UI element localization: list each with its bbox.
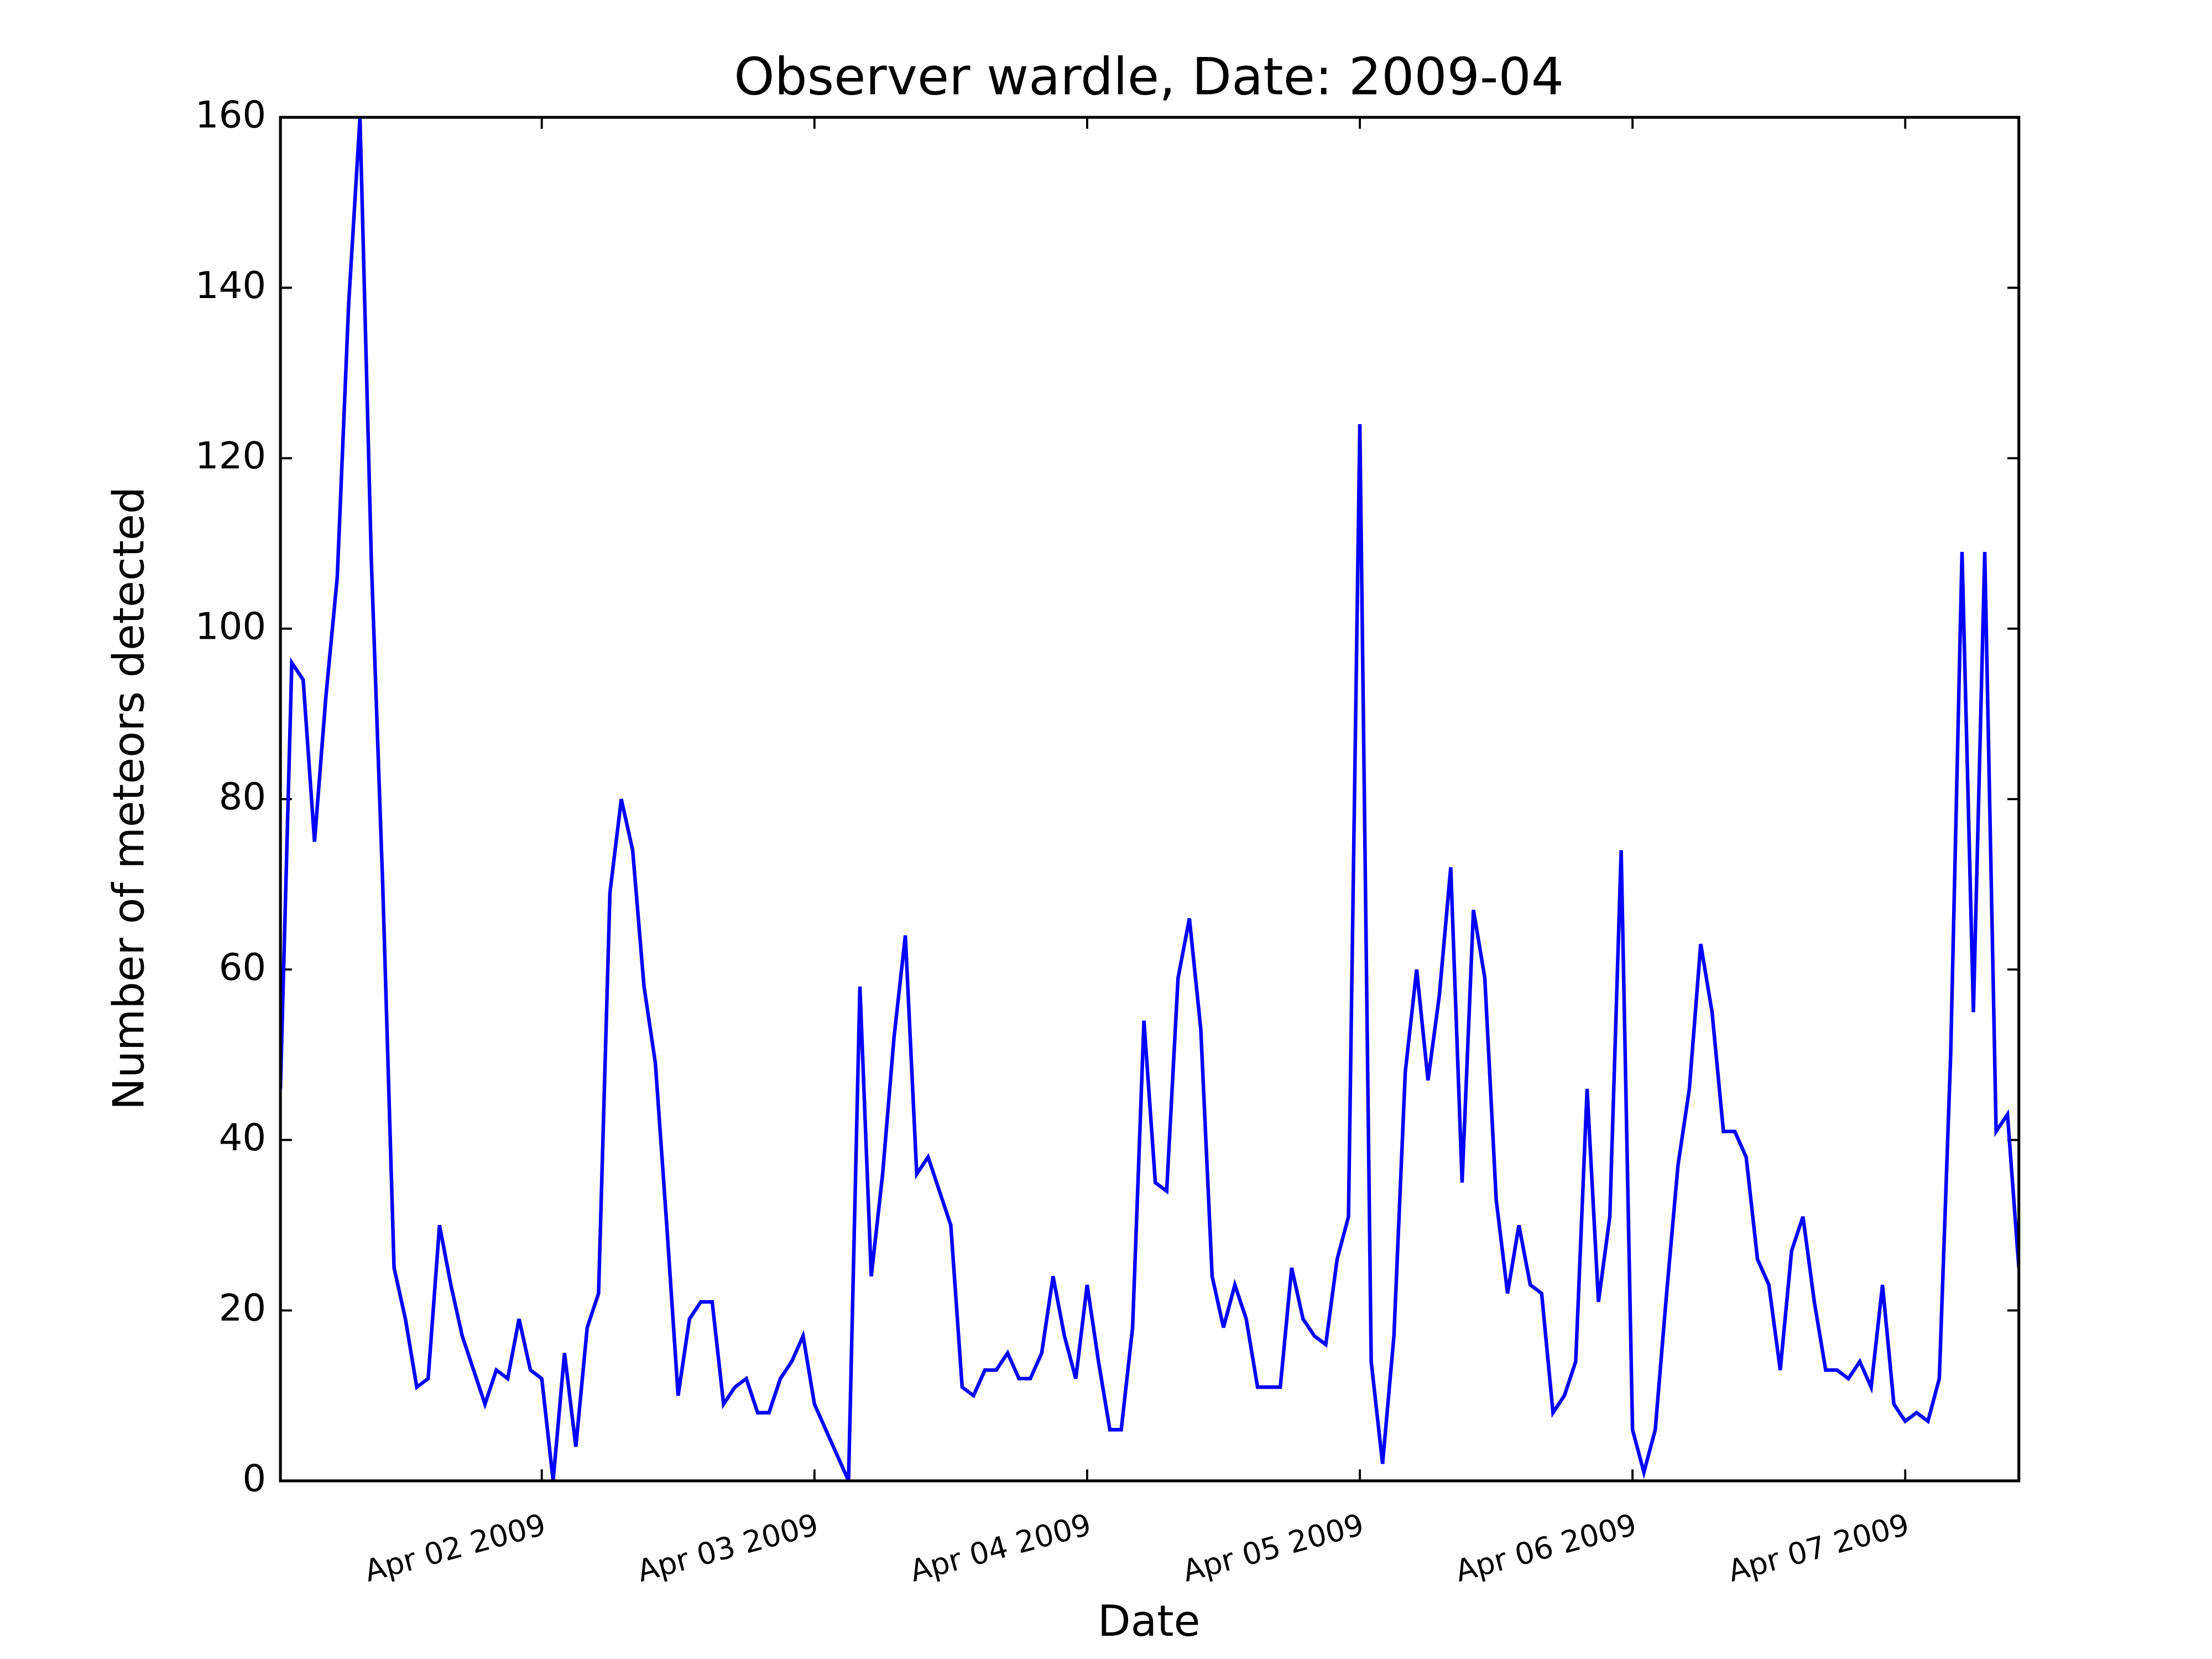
y-tick-label: 80 (219, 775, 267, 818)
y-axis-label: Number of meteors detected (105, 487, 154, 1110)
chart-title: Observer wardle, Date: 2009-04 (734, 46, 1564, 106)
y-tick-label: 160 (195, 93, 266, 137)
x-axis-label: Date (1098, 1597, 1200, 1646)
y-tick-label: 20 (219, 1286, 267, 1329)
y-tick-label: 0 (242, 1457, 266, 1500)
y-tick-label: 100 (195, 604, 266, 648)
y-tick-label: 120 (195, 434, 266, 477)
y-tick-label: 140 (195, 264, 266, 307)
axes-frame (279, 116, 2021, 1483)
y-tick-label: 60 (219, 946, 267, 989)
y-tick-label: 40 (219, 1116, 267, 1159)
data-line (280, 117, 2019, 1482)
